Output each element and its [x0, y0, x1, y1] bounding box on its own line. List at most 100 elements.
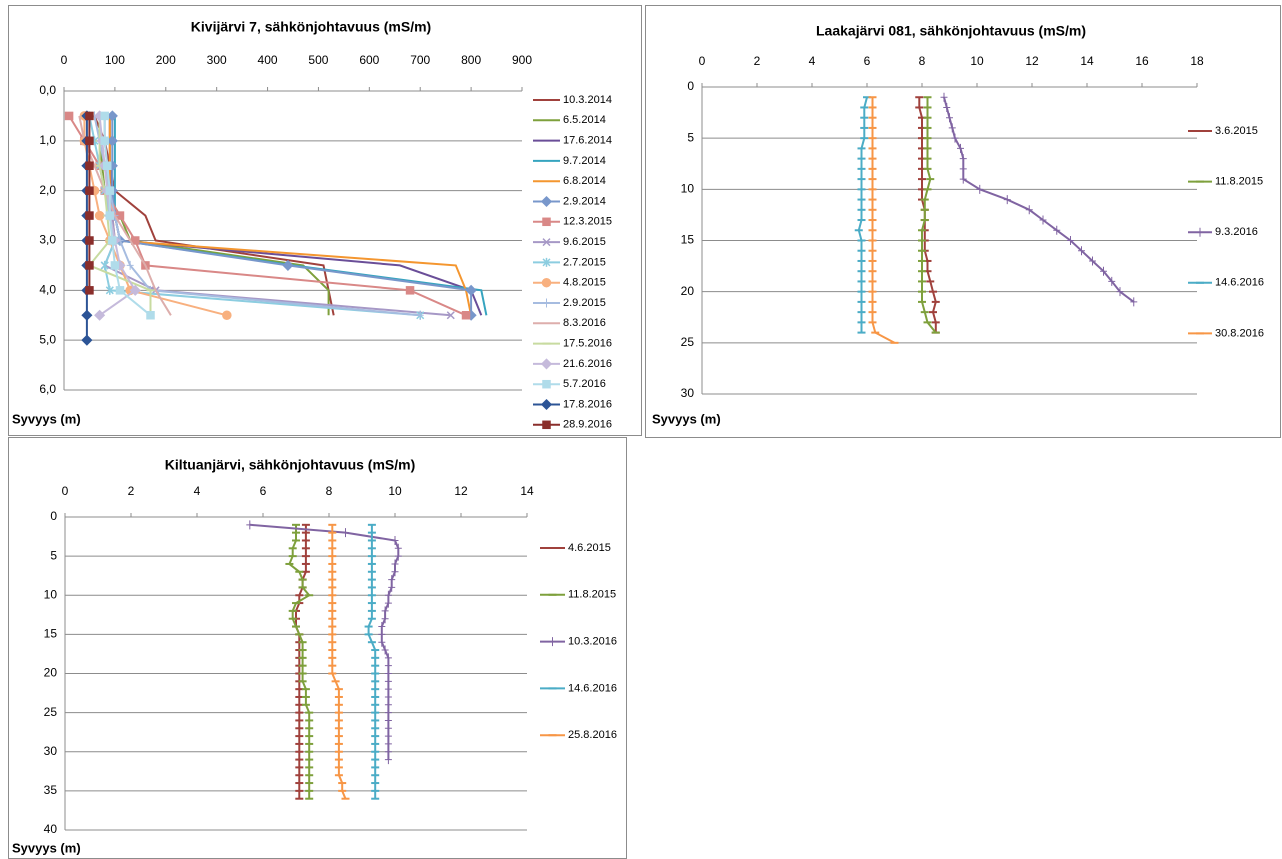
marker [1078, 246, 1085, 256]
legend-label: 28.9.2016 [563, 419, 612, 431]
x-tick-label: 900 [512, 53, 532, 67]
y-tick-label: 30 [681, 386, 695, 400]
legend-marker [543, 298, 550, 308]
marker [384, 661, 392, 671]
legend-label: 4.8.2015 [563, 277, 606, 289]
marker [384, 653, 392, 663]
x-tick-label: 300 [207, 53, 227, 67]
x-tick-label: 8 [326, 484, 333, 498]
x-tick-label: 700 [410, 53, 430, 67]
marker [465, 284, 477, 296]
marker [342, 528, 349, 538]
marker [959, 174, 967, 184]
marker [94, 309, 106, 321]
x-tick-label: 500 [308, 53, 328, 67]
x-tick-label: 18 [1190, 54, 1204, 68]
chart-panel: Kivijärvi 7, sähkönjohtavuus (mS/m) Syvyy… [8, 5, 642, 436]
legend-marker [542, 238, 551, 247]
marker [222, 310, 232, 320]
marker [388, 582, 396, 592]
marker [106, 110, 118, 122]
x-tick-label: 200 [156, 53, 176, 67]
y-tick-label: 10 [44, 587, 58, 601]
legend-label: 30.8.2016 [1215, 327, 1264, 339]
legend-marker [542, 257, 551, 267]
marker [384, 739, 392, 749]
marker [94, 210, 105, 221]
marker [394, 551, 402, 561]
marker [1108, 276, 1116, 286]
y-tick-label: 0 [687, 79, 694, 93]
x-tick-label: 10 [970, 54, 984, 68]
x-tick-label: 800 [461, 53, 481, 67]
x-tick-label: 0 [61, 53, 68, 67]
legend-label: 17.6.2014 [563, 135, 612, 147]
marker [105, 186, 115, 195]
x-tick-label: 0 [62, 484, 69, 498]
y-tick-label: 35 [44, 783, 58, 797]
legend-marker [542, 420, 551, 430]
y-tick-label: 10 [681, 182, 695, 196]
series-line [921, 97, 937, 334]
legend-label: 4.6.2015 [568, 542, 611, 554]
marker [103, 161, 112, 170]
legend-marker [542, 379, 551, 389]
marker [105, 285, 114, 295]
marker [108, 236, 117, 245]
x-tick-label: 10 [388, 484, 402, 498]
y-tick-label: 5 [50, 548, 57, 562]
x-tick-label: 14 [1080, 54, 1094, 68]
y-axis-label: Syvyys (m) [12, 840, 81, 855]
legend-label: 12.3.2015 [563, 216, 612, 228]
marker [105, 211, 115, 220]
marker [384, 684, 392, 694]
legend-marker [540, 398, 553, 411]
chart-frame [8, 437, 627, 859]
x-tick-label: 12 [454, 484, 468, 498]
marker [85, 161, 94, 170]
legend-label: 8.3.2016 [563, 317, 606, 329]
marker [282, 259, 294, 271]
marker [384, 723, 392, 733]
chart-frame [645, 5, 1281, 438]
marker [946, 113, 953, 123]
marker [948, 123, 956, 133]
marker [1025, 205, 1033, 215]
marker [100, 111, 109, 121]
y-tick-label: 25 [44, 705, 58, 719]
x-tick-label: 16 [1135, 54, 1149, 68]
marker [388, 575, 396, 585]
marker [378, 637, 386, 647]
marker [416, 310, 424, 320]
x-tick-label: 14 [520, 484, 534, 498]
marker [1053, 225, 1061, 235]
y-tick-label: 15 [681, 233, 695, 247]
marker [384, 676, 392, 686]
x-tick-label: 4 [194, 484, 201, 498]
marker [384, 715, 392, 725]
y-tick-label: 4,0 [39, 283, 56, 297]
marker [85, 111, 94, 121]
legend-label: 11.8.2015 [1215, 176, 1263, 188]
y-tick-label: 25 [681, 335, 695, 349]
marker [940, 92, 948, 102]
marker [943, 102, 951, 112]
y-axis-label: Syvyys (m) [12, 411, 81, 426]
legend-marker [1196, 227, 1204, 237]
y-tick-label: 2,0 [39, 183, 56, 197]
marker [384, 731, 392, 741]
marker [100, 260, 109, 270]
marker [1100, 266, 1107, 276]
x-tick-label: 400 [258, 53, 278, 67]
y-axis-label: Syvyys (m) [652, 411, 721, 426]
marker [246, 520, 254, 530]
chart-title: Laakajärvi 081, sähkönjohtavuus (mS/m) [816, 23, 1086, 39]
legend-label: 17.5.2016 [563, 338, 612, 350]
series-line [295, 524, 307, 799]
marker [85, 186, 94, 195]
legend-label: 6.8.2014 [563, 175, 606, 187]
series-line [857, 96, 868, 333]
marker [1003, 195, 1011, 205]
x-tick-label: 100 [105, 53, 125, 67]
